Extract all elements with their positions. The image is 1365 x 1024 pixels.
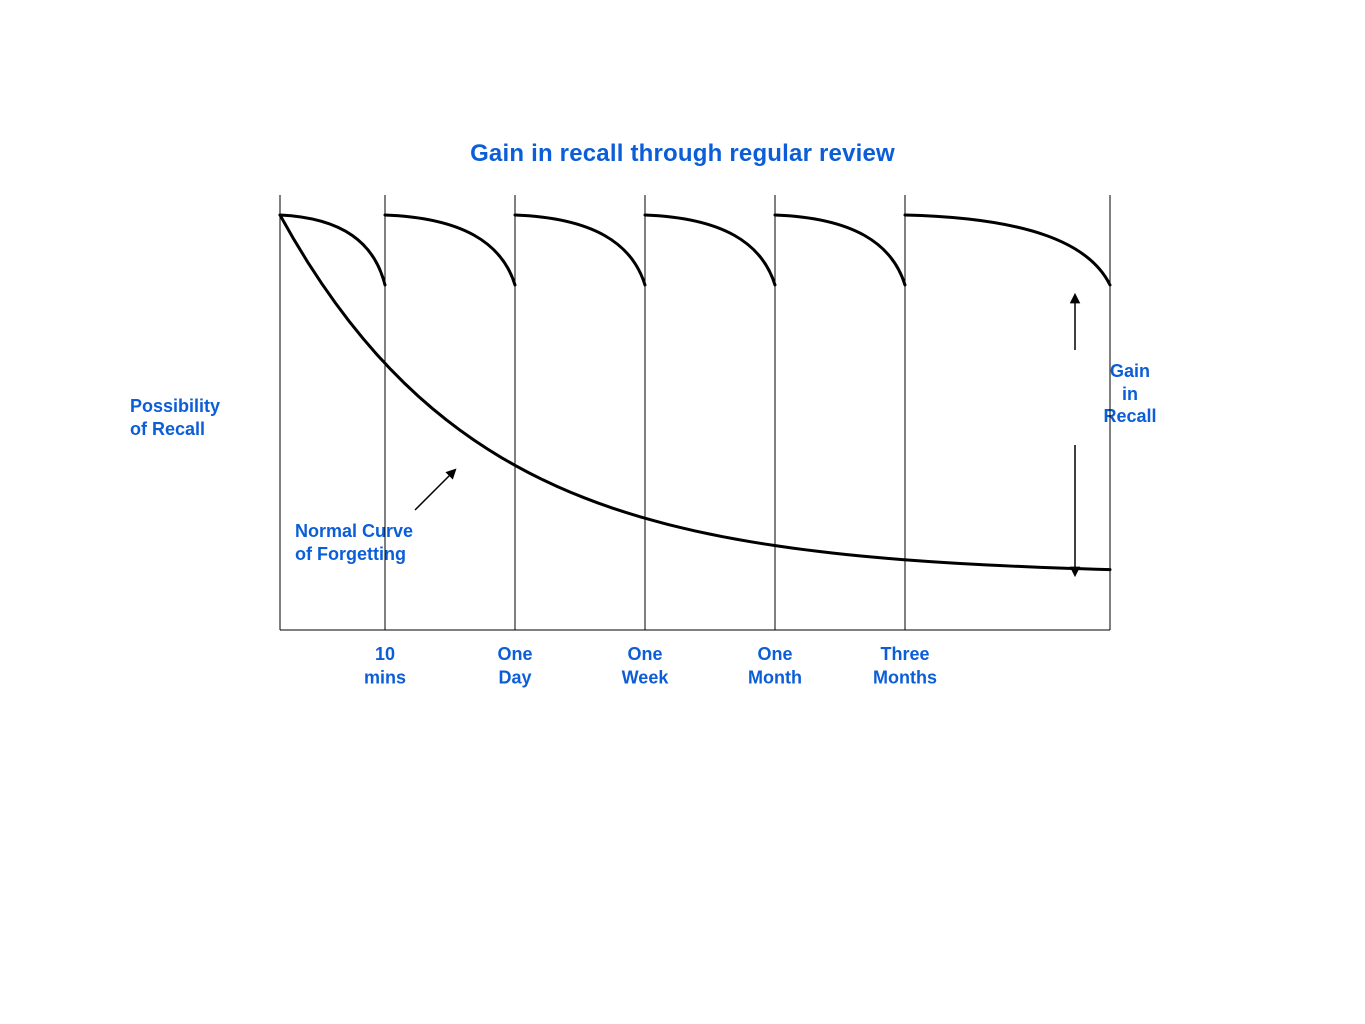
chart-svg: 10 mins One Day One Week One Month Three Months [0,0,1365,1024]
x-tick-label: One [757,644,792,664]
x-tick-label: Three [880,644,929,664]
x-tick-label: One [497,644,532,664]
x-tick-label: 10 [375,644,395,664]
x-tick-label: mins [364,667,406,687]
x-tick-label: Months [873,667,937,687]
x-tick-label: Month [748,667,802,687]
x-tick-label: One [627,644,662,664]
chart-container: Gain in recall through regular review Po… [0,0,1365,1024]
x-tick-label: Day [498,667,531,687]
x-tick-label: Week [622,667,670,687]
